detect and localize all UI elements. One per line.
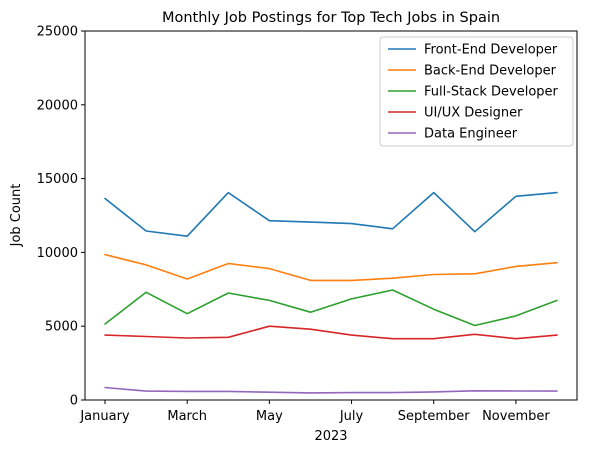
x-axis-label: 2023 — [314, 429, 347, 444]
legend-label: Back-End Developer — [424, 64, 557, 79]
series-line-2 — [104, 289, 558, 327]
series-line-0 — [104, 191, 558, 237]
legend: Front-End Developer Back-End Developer Ful… — [379, 36, 574, 147]
y-axis-label: Job Count — [9, 184, 24, 248]
plot-frame — [84, 30, 578, 401]
series-lines — [104, 191, 558, 394]
y-tick-label: 10000 — [37, 246, 78, 261]
x-tick-label: March — [167, 409, 207, 424]
x-axis-ticks: January March May July September November — [79, 400, 550, 424]
series-line-4 — [104, 386, 558, 394]
y-tick-label: 20000 — [37, 98, 78, 113]
legend-label: Data Engineer — [424, 127, 518, 142]
x-tick-label: November — [482, 409, 550, 424]
legend-box — [379, 36, 574, 147]
y-tick-label: 25000 — [37, 25, 78, 40]
y-axis-ticks: 0 5000 10000 15000 20000 25000 — [37, 25, 85, 409]
x-tick-label: May — [256, 409, 283, 424]
y-tick-label: 15000 — [37, 172, 78, 187]
legend-label: Full-Stack Developer — [424, 85, 559, 100]
series-line-1 — [104, 253, 558, 282]
x-tick-label: January — [79, 409, 130, 424]
series-line-3 — [104, 325, 558, 340]
chart-title: Monthly Job Postings for Top Tech Jobs i… — [162, 10, 500, 26]
y-tick-label: 0 — [70, 394, 78, 409]
x-tick-label: September — [398, 409, 471, 424]
x-tick-label: July — [339, 409, 364, 424]
y-tick-label: 5000 — [45, 320, 78, 335]
legend-label: UI/UX Designer — [424, 106, 523, 121]
legend-label: Front-End Developer — [424, 43, 558, 58]
